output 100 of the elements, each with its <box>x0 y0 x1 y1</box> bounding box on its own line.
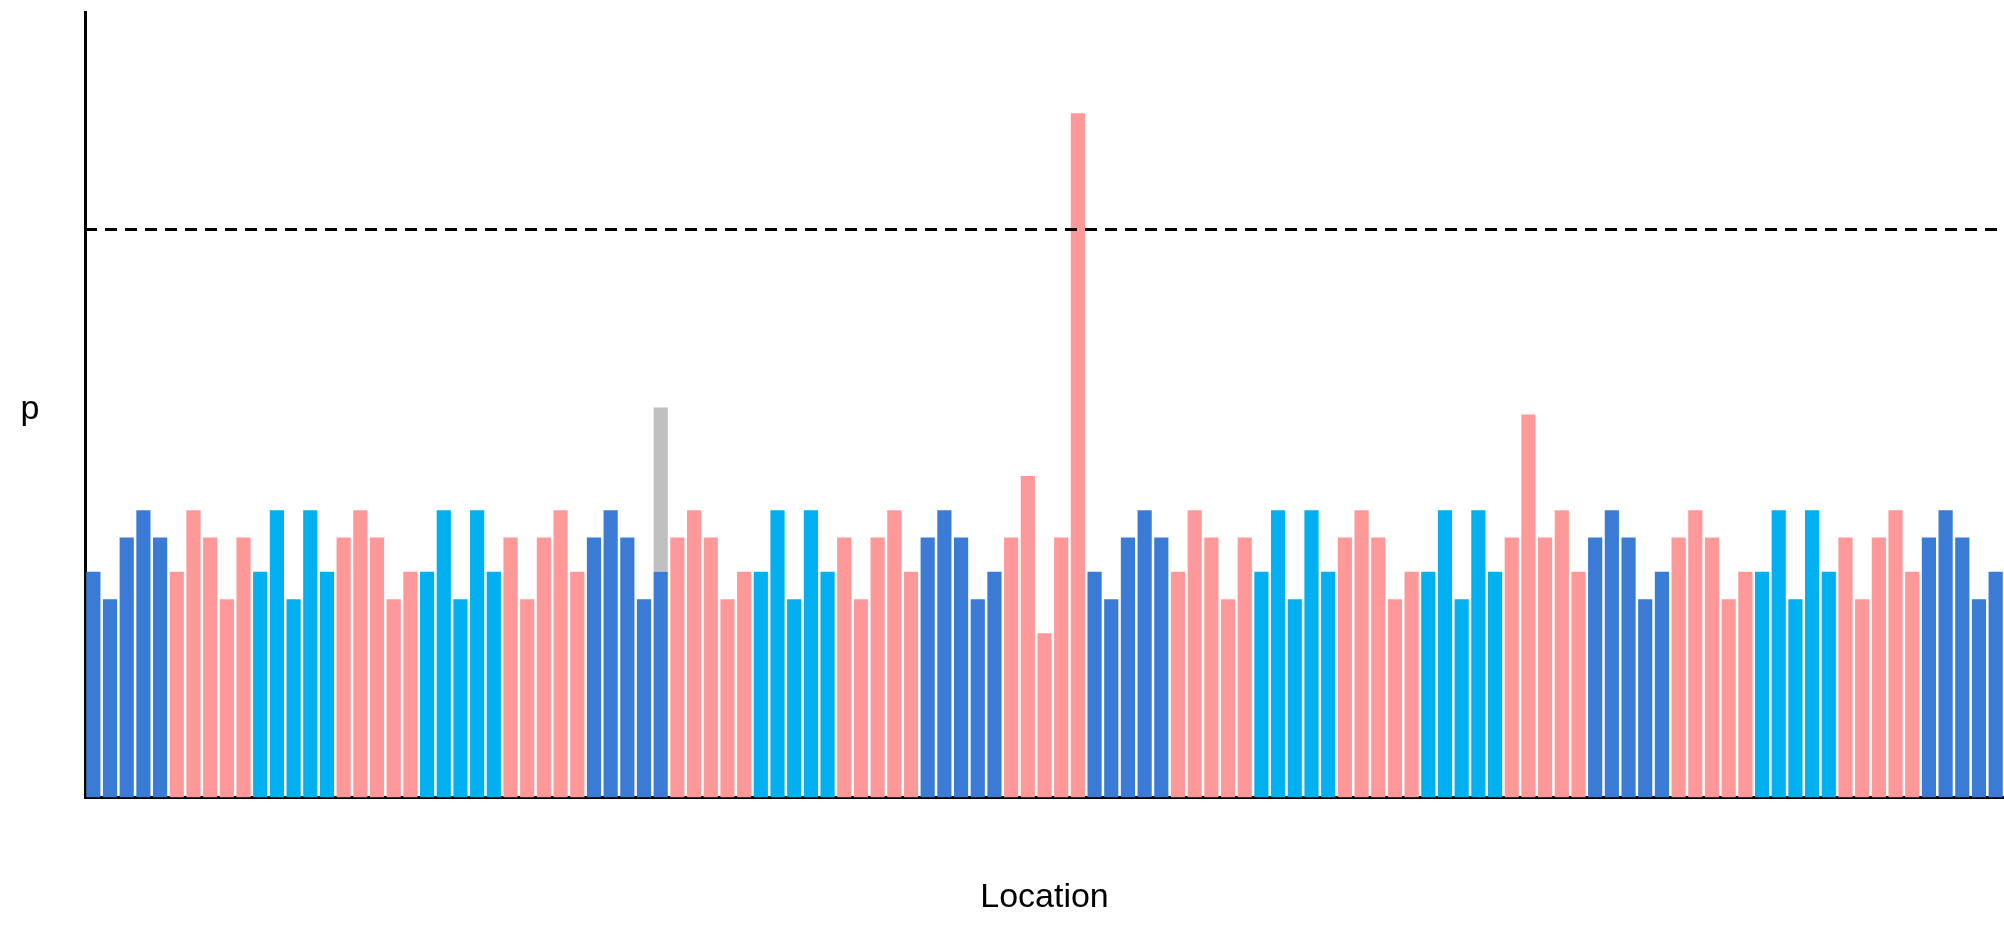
bar <box>319 571 335 798</box>
bar <box>1254 571 1269 798</box>
bar <box>1754 571 1770 798</box>
bar <box>1487 571 1503 798</box>
bar <box>303 510 318 798</box>
bar <box>1805 510 1820 798</box>
bar <box>1170 571 1186 798</box>
bar <box>1688 510 1703 798</box>
bar <box>636 599 652 798</box>
bar <box>1220 599 1236 798</box>
bar <box>1354 510 1369 798</box>
bar <box>1271 510 1286 798</box>
bar <box>1120 537 1136 798</box>
bar <box>1371 537 1386 798</box>
bar <box>803 510 818 798</box>
bar <box>1955 537 1970 798</box>
bar <box>1204 537 1219 798</box>
bar <box>419 571 435 798</box>
bar <box>1588 537 1603 798</box>
bar <box>269 510 284 798</box>
bar <box>553 510 568 798</box>
bar <box>86 571 101 798</box>
bar <box>937 510 952 798</box>
bar <box>620 537 635 798</box>
bar <box>1087 571 1102 798</box>
bar <box>403 571 418 798</box>
x-axis-title: Location <box>980 875 1109 914</box>
bar <box>1888 510 1903 798</box>
bar <box>887 510 902 798</box>
bar <box>119 537 134 798</box>
bar <box>1638 599 1653 798</box>
bar <box>870 537 885 798</box>
bar <box>1471 510 1486 798</box>
bar <box>586 537 602 798</box>
bar <box>386 599 401 798</box>
y-axis-title: p <box>20 388 40 427</box>
bar <box>1571 571 1586 798</box>
bar <box>1137 510 1152 798</box>
bar <box>186 510 201 798</box>
bar <box>203 537 218 798</box>
bar <box>1070 113 1085 798</box>
bar <box>486 571 501 798</box>
bar <box>219 599 234 798</box>
bar <box>1771 510 1786 798</box>
bar <box>787 599 802 798</box>
bar <box>1704 537 1720 798</box>
bar <box>520 599 535 798</box>
bar <box>653 571 668 798</box>
bar <box>720 599 735 798</box>
bar <box>503 537 518 798</box>
bar <box>670 537 685 798</box>
bar <box>770 510 785 798</box>
bar <box>1838 537 1853 798</box>
bar <box>1988 571 2003 798</box>
bar <box>1871 537 1886 798</box>
bar <box>153 537 168 798</box>
bar <box>686 510 702 798</box>
bar <box>1921 537 1936 798</box>
bar <box>1938 510 1953 798</box>
bar <box>102 599 118 798</box>
bar <box>570 571 585 798</box>
bar <box>1521 414 1536 798</box>
bar <box>1604 510 1619 798</box>
bar <box>1821 571 1836 798</box>
bar <box>1621 537 1636 798</box>
bar <box>1287 599 1302 798</box>
bar <box>1788 599 1803 798</box>
bar <box>453 599 468 798</box>
bar <box>653 407 668 572</box>
bar <box>1671 537 1686 798</box>
bar <box>703 537 718 798</box>
bar <box>136 510 151 798</box>
bar <box>737 571 752 798</box>
bar <box>1721 599 1736 798</box>
bar <box>1504 537 1519 798</box>
bar <box>1855 599 1870 798</box>
bar <box>1387 599 1403 798</box>
bar <box>603 510 618 798</box>
bar <box>820 571 835 798</box>
bar <box>1237 537 1252 798</box>
bar <box>470 510 485 798</box>
bar <box>903 571 919 798</box>
bar <box>336 537 351 798</box>
bar <box>436 510 451 798</box>
bar <box>1554 510 1569 798</box>
bar <box>1654 571 1670 798</box>
bar <box>837 537 852 798</box>
bar <box>1304 510 1319 798</box>
bar <box>920 537 935 798</box>
bar <box>1971 599 1987 798</box>
bar <box>253 571 268 798</box>
bar <box>1054 537 1069 798</box>
bar <box>953 537 969 798</box>
bar <box>1321 571 1336 798</box>
bar <box>1454 599 1469 798</box>
bar <box>369 537 385 798</box>
bar <box>1187 510 1202 798</box>
bar <box>1905 571 1920 798</box>
bar <box>1337 537 1352 798</box>
bar <box>1437 510 1453 798</box>
